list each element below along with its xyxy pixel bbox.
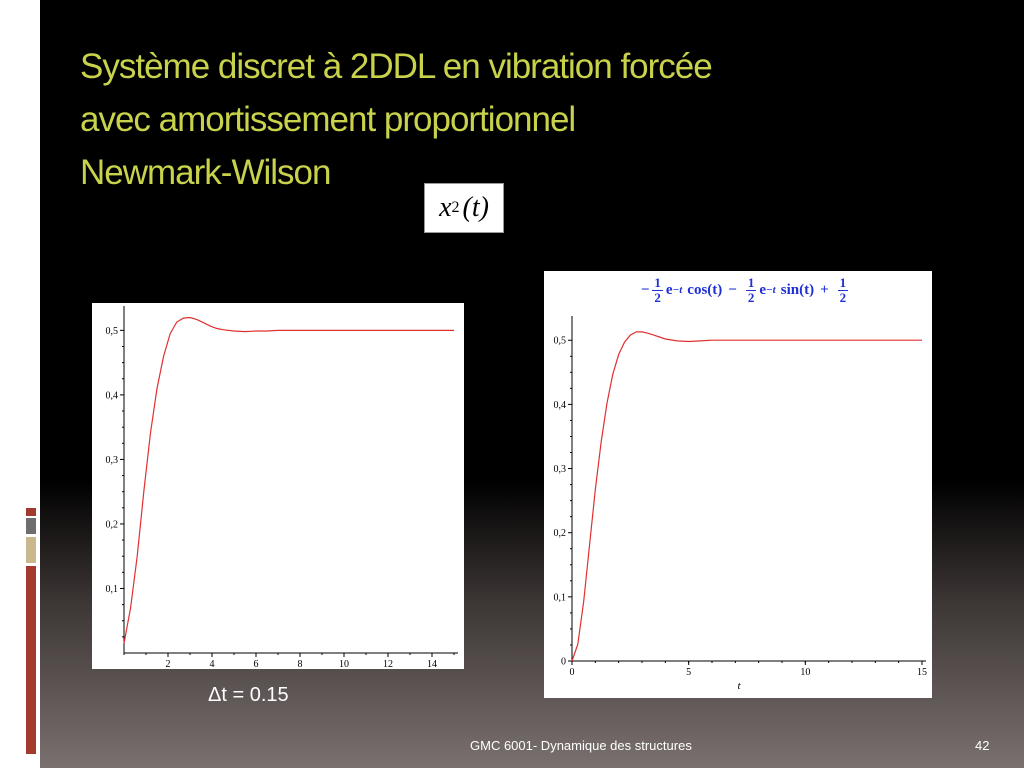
- expr-frac-2-den: 2: [747, 289, 755, 305]
- x-tick-label: 6: [254, 659, 259, 669]
- y-tick-label: 0,2: [554, 528, 567, 539]
- y-tick-label: 0,3: [554, 464, 567, 475]
- footer-course: GMC 6001- Dynamique des structures: [470, 738, 692, 753]
- x-tick-label: 0: [570, 667, 575, 678]
- x-axis-label: t: [737, 680, 741, 692]
- expr-frac-1-num: 1: [652, 274, 663, 291]
- expr-exp-1: −t: [672, 284, 683, 296]
- y-tick-label: 0,2: [106, 519, 119, 530]
- expr-cos: cos(t): [687, 281, 723, 298]
- expr-minus-2: −: [728, 281, 737, 298]
- expr-frac-3-den: 2: [839, 289, 847, 305]
- expr-frac-3-num: 1: [837, 274, 849, 291]
- expr-plus: +: [820, 281, 829, 298]
- expr-frac-1-den: 2: [654, 289, 661, 305]
- plot-analytic: 0 0,1 0,2 0,3 0,4 0,5 0 5 10 15 t: [544, 271, 932, 698]
- formula-arg: (t): [462, 192, 489, 223]
- slide-title: Système discret à 2DDL en vibration forc…: [80, 40, 880, 199]
- y-tick-label: 0,4: [554, 400, 567, 411]
- expr-minus-1: −: [640, 281, 650, 298]
- x-tick-label: 15: [917, 667, 927, 678]
- accent-bar-4: [26, 566, 36, 754]
- x-tick-label: 2: [166, 659, 171, 669]
- y-tick-label: 0,4: [106, 390, 119, 401]
- accent-bar-3: [26, 537, 36, 563]
- accent-bar-1: [26, 508, 36, 516]
- title-line-1: Système discret à 2DDL en vibration forc…: [80, 47, 713, 86]
- accent-bar-2: [26, 518, 36, 534]
- chart-analytic: 0 0,1 0,2 0,3 0,4 0,5 0 5 10 15 t: [554, 316, 927, 692]
- plot-newmark: 0,1 0,2 0,3 0,4 0,5 2 4 6 8 10 12 14: [92, 303, 464, 669]
- x-tick-label: 5: [686, 667, 691, 678]
- formula-x2-t: x 2 (t): [424, 183, 504, 233]
- expr-e-1: e: [665, 281, 673, 298]
- expr-exp-2: −t: [766, 284, 776, 296]
- series-line: [571, 331, 922, 662]
- expr-frac-2-num: 1: [745, 274, 757, 291]
- title-line-2: avec amortissement proportionnel: [80, 100, 576, 139]
- y-tick-label: 0,1: [554, 592, 567, 603]
- x-tick-label: 8: [298, 659, 303, 669]
- expr-e-2: e: [759, 281, 767, 298]
- dt-label: Δt = 0.15: [208, 684, 289, 706]
- x-tick-label: 14: [427, 659, 437, 669]
- expr-sin: sin(t): [780, 281, 815, 298]
- y-tick-label: 0,1: [106, 584, 119, 595]
- title-line-3: Newmark-Wilson: [80, 153, 331, 192]
- y-tick-label: 0: [561, 657, 566, 668]
- formula-var: x: [439, 192, 452, 223]
- y-tick-label: 0,3: [106, 455, 119, 466]
- series-line: [123, 316, 454, 644]
- y-tick-label: 0,5: [106, 326, 119, 337]
- chart-newmark-wilson: 0,1 0,2 0,3 0,4 0,5 2 4 6 8 10 12 14: [106, 306, 458, 669]
- x-tick-label: 12: [383, 659, 393, 669]
- page-number: 42: [975, 738, 990, 753]
- formula-sub: 2: [451, 199, 460, 216]
- x-tick-label: 10: [800, 667, 810, 678]
- y-tick-label: 0,5: [554, 336, 567, 347]
- x-tick-label: 10: [339, 659, 349, 669]
- x-tick-label: 4: [210, 659, 215, 669]
